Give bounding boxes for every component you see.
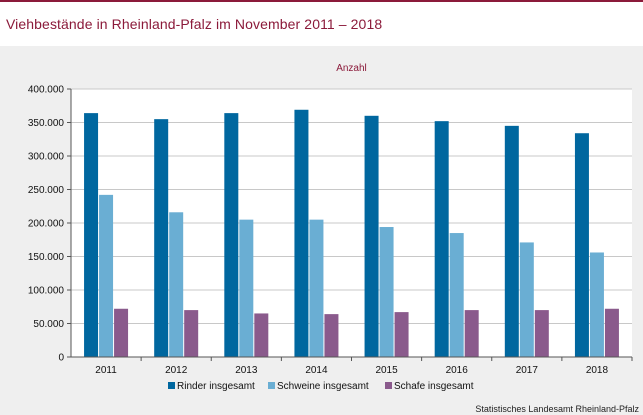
y-tick-label: 250.000 xyxy=(28,185,65,196)
bar-schweine-insgesamt-2018 xyxy=(589,252,604,357)
bar-schafe-insgesamt-2017 xyxy=(534,310,549,357)
y-tick-label: 300.000 xyxy=(28,152,65,163)
bar-rinder-insgesamt-2011 xyxy=(84,113,99,358)
bar-schweine-insgesamt-2013 xyxy=(239,219,254,357)
bar-schweine-insgesamt-2011 xyxy=(99,194,114,357)
x-tick-label: 2012 xyxy=(165,365,188,376)
bar-schweine-insgesamt-2012 xyxy=(169,212,184,357)
y-tick-label: 200.000 xyxy=(28,219,65,230)
y-tick-label: 50.000 xyxy=(33,319,64,330)
bar-rinder-insgesamt-2016 xyxy=(434,121,449,357)
bar-rinder-insgesamt-2012 xyxy=(154,119,169,358)
bar-schweine-insgesamt-2015 xyxy=(379,227,394,357)
y-tick-label: 400.000 xyxy=(28,85,65,96)
x-tick-label: 2018 xyxy=(586,365,609,376)
bar-schweine-insgesamt-2017 xyxy=(519,242,534,357)
x-tick-label: 2011 xyxy=(95,365,117,376)
legend-label: Schweine insgesamt xyxy=(277,381,369,392)
bar-schafe-insgesamt-2016 xyxy=(464,310,479,357)
y-tick-label: 150.000 xyxy=(28,252,65,263)
x-tick-label: 2015 xyxy=(375,365,398,376)
x-tick-label: 2014 xyxy=(305,365,328,376)
bar-rinder-insgesamt-2015 xyxy=(364,115,379,357)
legend-swatch xyxy=(268,382,275,389)
title-rule xyxy=(0,0,643,2)
bar-schafe-insgesamt-2015 xyxy=(394,312,409,357)
legend-swatch xyxy=(385,382,392,389)
bar-schafe-insgesamt-2012 xyxy=(184,310,199,357)
unit-label: Anzahl xyxy=(336,63,367,74)
y-tick-label: 0 xyxy=(58,353,64,364)
bar-rinder-insgesamt-2018 xyxy=(574,133,589,357)
bar-rinder-insgesamt-2017 xyxy=(504,125,519,357)
x-tick-label: 2016 xyxy=(446,365,469,376)
x-tick-label: 2017 xyxy=(516,365,539,376)
title-bar: Viehbestände in Rheinland-Pfalz im Novem… xyxy=(0,2,643,46)
bar-schafe-insgesamt-2011 xyxy=(114,308,129,357)
bar-schweine-insgesamt-2016 xyxy=(449,233,464,357)
source-note: Statistisches Landesamt Rheinland-Pfalz xyxy=(475,404,639,414)
bar-schafe-insgesamt-2014 xyxy=(324,314,339,357)
bar-rinder-insgesamt-2013 xyxy=(224,113,239,358)
bar-schafe-insgesamt-2018 xyxy=(604,308,619,357)
x-tick-label: 2013 xyxy=(235,365,258,376)
legend-label: Schafe insgesamt xyxy=(394,381,474,392)
bar-rinder-insgesamt-2014 xyxy=(294,109,309,358)
bar-schweine-insgesamt-2014 xyxy=(309,219,324,357)
legend-label: Rinder insgesamt xyxy=(177,381,255,392)
y-tick-label: 100.000 xyxy=(28,286,65,297)
chart-title: Viehbestände in Rheinland-Pfalz im Novem… xyxy=(6,16,383,32)
legend-swatch xyxy=(168,382,175,389)
y-tick-label: 350.000 xyxy=(28,118,65,129)
bar-schafe-insgesamt-2013 xyxy=(254,313,269,357)
